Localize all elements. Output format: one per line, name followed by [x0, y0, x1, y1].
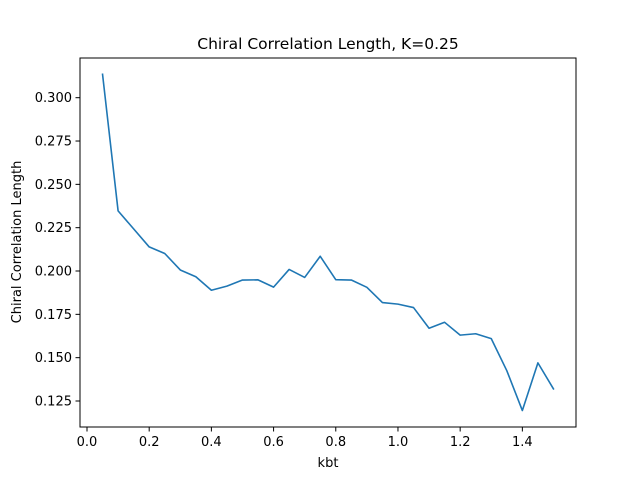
series-line — [101, 73, 555, 412]
x-tick-label: 0.4 — [201, 435, 222, 450]
y-tick-label: 0.300 — [35, 91, 72, 106]
axes-frame — [79, 57, 577, 428]
x-axis-label: kbt — [318, 456, 339, 471]
x-tick-label: 0.8 — [325, 435, 346, 450]
x-tick-label: 1.4 — [512, 435, 533, 450]
x-tick-label: 0.0 — [77, 435, 98, 450]
x-tick-label: 1.0 — [388, 435, 409, 450]
y-tick-label: 0.275 — [35, 135, 72, 150]
x-tick-label: 1.2 — [450, 435, 471, 450]
y-tick-label: 0.250 — [35, 178, 72, 193]
x-tick-label: 0.2 — [139, 435, 160, 450]
plot-area: 0.0 0.2 0.4 0.6 0.8 1.0 1.2 1.4 0.125 0.150 0.175 0… — [35, 57, 577, 450]
y-tick-label: 0.225 — [35, 221, 72, 236]
y-tick-label: 0.175 — [35, 308, 72, 323]
y-tick-label: 0.125 — [35, 395, 72, 410]
y-tick-label: 0.150 — [35, 351, 72, 366]
y-tick-label: 0.200 — [35, 265, 72, 280]
chart-title: Chiral Correlation Length, K=0.25 — [197, 35, 458, 53]
y-axis-label: Chiral Correlation Length — [10, 161, 25, 324]
x-tick-label: 0.6 — [263, 435, 284, 450]
